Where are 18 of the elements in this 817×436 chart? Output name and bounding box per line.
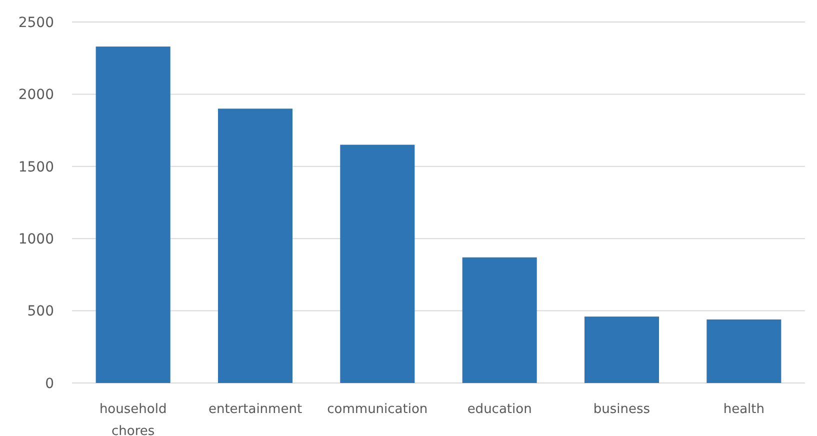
x-tick-label: education [467,402,532,417]
bar [706,319,782,383]
y-tick-label: 0 [45,376,54,392]
y-tick-label: 1000 [18,232,54,248]
bar [340,144,415,383]
y-tick-label: 1500 [18,159,54,176]
x-tick-label: communication [327,402,428,417]
x-tick-label: entertainment [208,402,302,417]
x-tick-label: household chores [99,402,167,436]
y-tick-label: 500 [27,304,54,320]
bar [218,108,293,383]
y-tick-label: 2500 [18,14,54,31]
bar [584,316,660,383]
bar [96,46,170,383]
x-tick-label: health [723,402,764,417]
x-tick-label: business [593,402,650,417]
y-tick-label: 2000 [18,87,54,104]
bar [462,257,537,383]
